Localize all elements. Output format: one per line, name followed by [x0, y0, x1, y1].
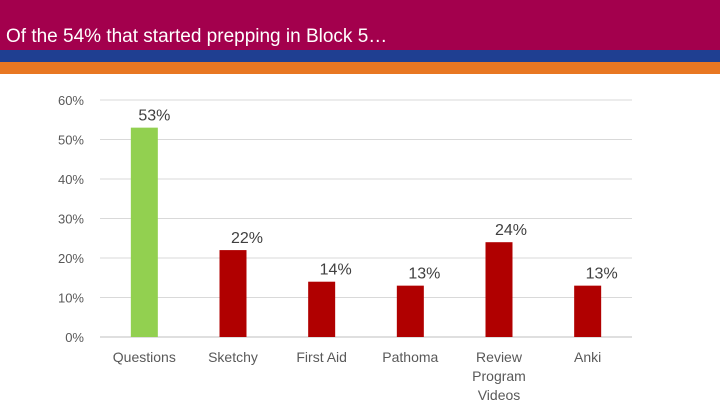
x-tick-label: Review — [476, 349, 523, 365]
y-axis-tick-labels: 0% 10% 20% 30% 40% 50% 60% — [58, 93, 84, 345]
x-tick-label: Sketchy — [208, 349, 258, 365]
x-tick-label: Videos — [478, 387, 521, 403]
x-tick-label: Anki — [574, 349, 601, 365]
bars — [130, 127, 602, 338]
x-tick-label: Questions — [113, 349, 176, 365]
data-label: 13% — [408, 266, 440, 283]
data-label: 24% — [495, 222, 527, 239]
y-tick-label: 60% — [58, 93, 84, 108]
x-tick-label: Pathoma — [382, 349, 438, 365]
y-tick-label: 30% — [58, 212, 84, 227]
y-tick-label: 20% — [58, 251, 84, 266]
bar — [219, 250, 247, 337]
data-label: 13% — [586, 266, 618, 283]
bar — [130, 127, 158, 338]
gridlines — [100, 99, 632, 338]
x-axis-tick-labels: Questions Sketchy First Aid Pathoma Review Pr… — [113, 349, 601, 403]
data-label: 14% — [320, 262, 352, 279]
y-tick-label: 40% — [58, 172, 84, 187]
bar — [574, 285, 602, 337]
data-label: 22% — [231, 230, 263, 247]
accent-stripe-blue — [0, 50, 720, 62]
bar — [308, 281, 336, 337]
page-title: Of the 54% that started prepping in Bloc… — [6, 26, 388, 47]
bar — [485, 242, 513, 337]
header-bar: Of the 54% that started prepping in Bloc… — [0, 0, 720, 50]
y-tick-label: 10% — [58, 291, 84, 306]
bar — [396, 285, 424, 337]
y-tick-label: 0% — [65, 330, 84, 345]
data-label: 53% — [138, 108, 170, 125]
y-tick-label: 50% — [58, 133, 84, 148]
x-tick-label: First Aid — [296, 349, 347, 365]
accent-stripe-orange — [0, 62, 720, 74]
data-labels: 53% 22% 14% 13% 24% 13% — [138, 108, 617, 283]
x-tick-label: Program — [472, 368, 526, 384]
